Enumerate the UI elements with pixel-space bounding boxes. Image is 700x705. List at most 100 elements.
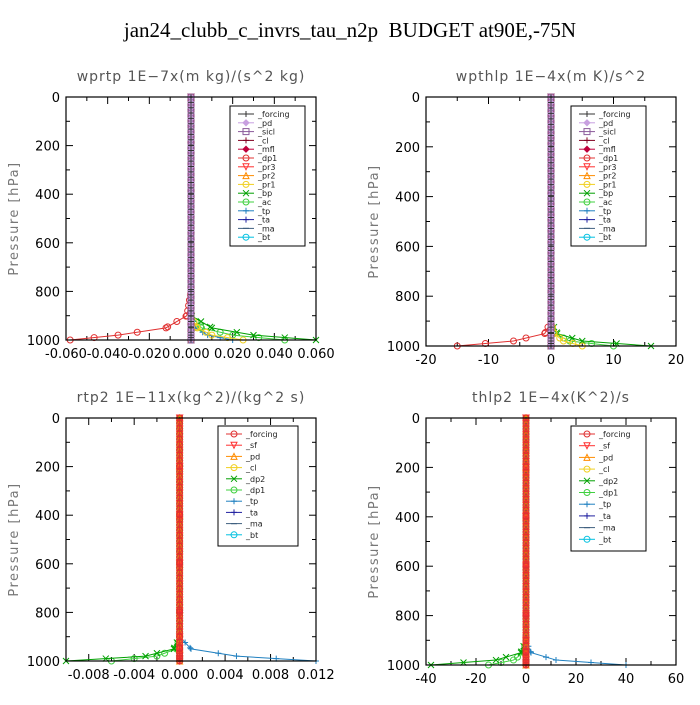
data-point (188, 291, 194, 298)
data-point (543, 654, 549, 661)
data-point (522, 566, 530, 574)
legend-entry: _sicl (238, 128, 275, 137)
plot-frame (65, 96, 317, 341)
data-point (522, 436, 530, 444)
legend-label: _ma (257, 224, 275, 233)
data-point (176, 639, 184, 647)
series-dp2 (62, 414, 183, 665)
data-point (188, 131, 194, 138)
data-point (548, 126, 554, 133)
legend-label: _dp2 (245, 475, 265, 484)
panel-title: wpthlp 1E−4x(m K)/s^2 (456, 69, 646, 85)
data-point (176, 473, 184, 481)
legend-marker (583, 145, 591, 153)
legend-marker (583, 453, 591, 461)
series-line (488, 418, 527, 666)
data-point (548, 148, 554, 155)
data-point (176, 633, 184, 641)
legend-label: _ac (257, 198, 271, 207)
legend-marker (230, 531, 238, 539)
legend-marker (242, 119, 250, 127)
data-point (548, 280, 554, 287)
panel-2: wpthlp 1E−4x(m K)/s^2 Pressure [hPa] -20 -1… (367, 69, 684, 368)
data-point (233, 653, 240, 660)
legend-marker (583, 198, 591, 206)
x-tick-label: -0.008 (68, 668, 110, 683)
data-point (522, 517, 530, 525)
data-point (176, 601, 184, 609)
data-point (553, 657, 559, 664)
data-point (188, 147, 194, 154)
y-tick-label: 1000 (27, 655, 60, 670)
legend-entry: _dp2 (579, 477, 618, 486)
data-point (188, 222, 194, 229)
data-point (522, 550, 530, 558)
figure-title: jan24_clubb_c_invrs_tau_n2p BUDGET at90E… (123, 18, 577, 42)
series-line (430, 418, 527, 666)
legend-entry: _pr1 (579, 180, 616, 189)
data-point (522, 528, 530, 536)
legend-marker (243, 207, 249, 214)
x-tick-label: -0.060 (45, 347, 87, 362)
legend-marker (242, 171, 250, 180)
panel-title: wprtp 1E−7x(m kg)/(s^2 kg) (77, 69, 306, 85)
legend-label: _cl (598, 465, 610, 474)
data-point (548, 115, 554, 122)
x-tick-label: 0.000 (172, 347, 209, 362)
legend-entry: _sf (226, 441, 257, 450)
data-point (522, 555, 530, 563)
data-point (188, 243, 194, 250)
legend-entry: _bt (238, 233, 270, 242)
series-line (70, 97, 192, 341)
legend-label: _ta (257, 216, 270, 225)
data-point (188, 307, 194, 314)
data-point (176, 612, 184, 620)
data-point (548, 104, 554, 111)
data-point (522, 523, 530, 531)
legend-marker (583, 163, 591, 171)
legend-entry: _mfl (579, 145, 616, 154)
data-point (522, 501, 530, 509)
legend-label: _tp (257, 207, 270, 216)
series-forcing (176, 414, 184, 665)
x-tick-label: 0.008 (252, 668, 289, 683)
x-tick-label: 40 (618, 672, 635, 687)
y-tick-label: 800 (35, 606, 60, 621)
panel-title: rtp2 1E−11x(kg^2)/(kg^2 s) (77, 390, 306, 406)
data-point (548, 335, 554, 342)
x-tick-label: 0 (547, 353, 555, 368)
legend-label: _pr1 (257, 180, 275, 189)
legend-entry: _tp (238, 207, 270, 216)
data-point (173, 318, 181, 326)
y-tick-label: 600 (35, 237, 60, 252)
y-tick-label: 0 (412, 412, 420, 427)
data-point (176, 644, 184, 652)
legend-marker (583, 154, 591, 162)
data-point (208, 331, 216, 339)
x-tick-label: 0 (522, 672, 530, 687)
x-tick-label: -10 (478, 353, 499, 368)
legend-marker (584, 512, 590, 519)
data-point (548, 187, 554, 194)
legend-marker (583, 180, 591, 188)
y-tick-label: 800 (35, 285, 60, 300)
series-dp1 (107, 414, 184, 665)
legend-label: _bp (598, 189, 613, 198)
legend-marker (584, 207, 590, 214)
data-point (188, 152, 194, 159)
data-point (548, 132, 554, 139)
data-point (548, 247, 554, 254)
legend-marker (583, 489, 591, 496)
data-point (176, 564, 184, 572)
legend-label: _ac (598, 198, 612, 207)
series-forcing (548, 94, 554, 349)
legend-entry: _bt (579, 535, 611, 544)
data-point (548, 263, 554, 270)
legend-marker (583, 128, 591, 136)
data-point (202, 328, 210, 336)
data-point (522, 648, 530, 656)
legend-marker (230, 486, 238, 494)
data-point (197, 318, 205, 325)
data-point (188, 302, 194, 309)
data-point (233, 328, 241, 336)
